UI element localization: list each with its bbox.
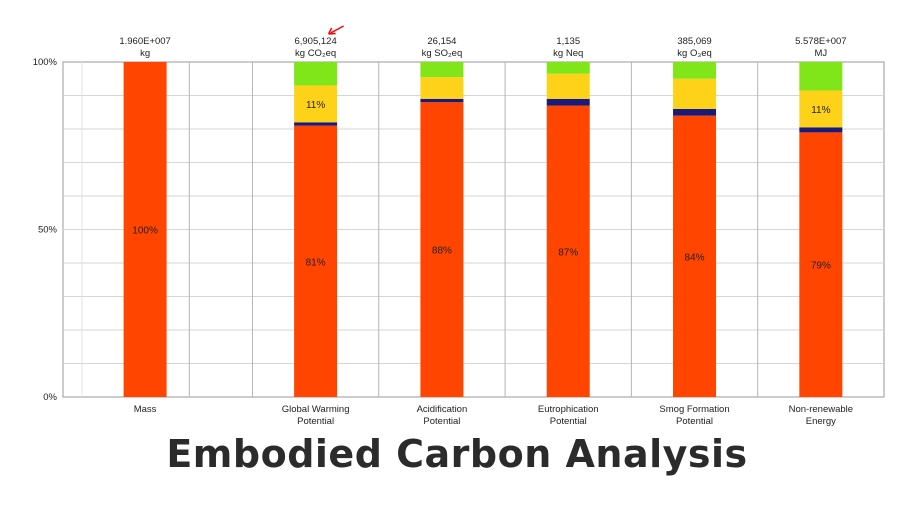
bar-segment-orange [799, 132, 843, 397]
data-label: 87% [558, 247, 578, 258]
bar-segment-navy [673, 108, 717, 116]
total-label: 1.960E+007 [119, 36, 171, 47]
data-label: 88% [432, 246, 452, 257]
total-label: kg SO₂eq [422, 48, 463, 59]
total-label: kg [140, 48, 150, 59]
bar-segment-green [420, 62, 464, 78]
data-label: 11% [306, 100, 325, 111]
category-label: Potential [550, 416, 587, 427]
y-tick-label: 100% [33, 57, 58, 68]
bar-segment-green [799, 62, 843, 91]
data-label: 84% [685, 252, 705, 263]
bar-segment-orange [420, 102, 464, 397]
bar-segment-navy [546, 98, 590, 106]
annotation-arrowhead [327, 27, 336, 35]
bar-segment-green [673, 62, 717, 79]
data-label: 81% [306, 257, 326, 268]
bar-segment-yellow [673, 78, 717, 109]
y-tick-label: 50% [38, 225, 58, 236]
total-label: 26,154 [427, 36, 456, 47]
category-label: Smog Formation [659, 404, 729, 415]
bar-segment-yellow [420, 77, 464, 99]
total-label: kg Neq [553, 48, 583, 59]
data-label: 11% [811, 105, 830, 116]
category-label: Energy [806, 416, 836, 427]
annotation-arrow [330, 25, 344, 34]
total-label: 385,069 [677, 36, 711, 47]
category-label: Potential [297, 416, 334, 427]
bar-segment-green [546, 62, 590, 74]
bar-segment-orange [123, 62, 167, 397]
bar-segment-orange [673, 115, 717, 397]
bar-segment-navy [799, 127, 843, 133]
bar-segment-navy [420, 98, 464, 103]
category-label: Acidification [417, 404, 468, 415]
data-label: 100% [132, 226, 158, 237]
total-label: 5.578E+007 [795, 36, 847, 47]
bar-segment-navy [294, 122, 338, 126]
data-label: 79% [811, 261, 831, 272]
bar-segment-green [294, 62, 338, 86]
bar-segment-orange [546, 105, 590, 398]
category-label: Global Warming [282, 404, 350, 415]
category-label: Potential [423, 416, 460, 427]
total-label: kg O₃eq [677, 48, 712, 59]
chart-title: Embodied Carbon Analysis [166, 432, 748, 476]
total-label: kg CO₂eq [295, 48, 336, 59]
total-label: 6,905,124 [294, 36, 336, 47]
y-tick-label: 0% [43, 392, 57, 403]
total-label: MJ [815, 48, 828, 59]
total-label: 1,135 [556, 36, 580, 47]
bar-segment-yellow [294, 85, 338, 123]
category-label: Mass [134, 404, 157, 415]
category-label: Potential [676, 416, 713, 427]
category-label: Non-renewable [789, 404, 853, 415]
bar-segment-yellow [799, 90, 843, 128]
bar-segment-orange [294, 125, 338, 398]
bar-segment-yellow [546, 73, 590, 99]
category-label: Eutrophication [538, 404, 599, 415]
